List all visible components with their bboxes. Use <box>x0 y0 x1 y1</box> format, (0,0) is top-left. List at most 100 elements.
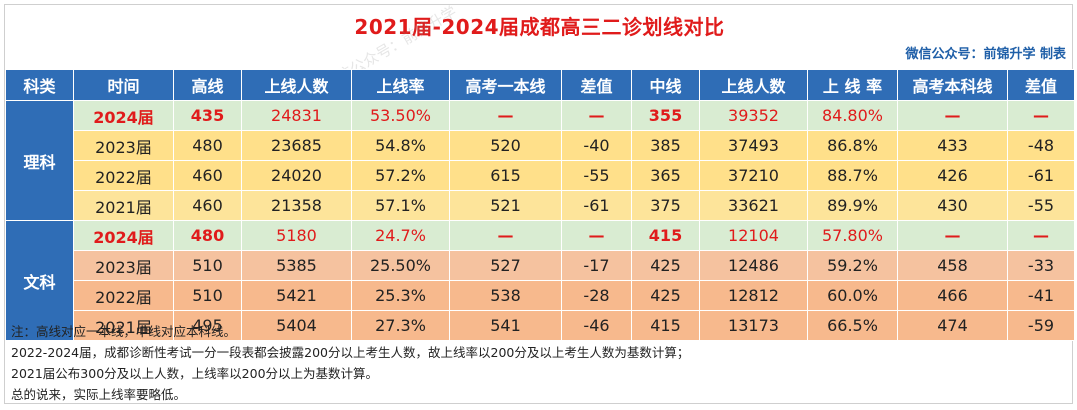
cell-high-rate: 54.8% <box>351 130 450 161</box>
cell-gkb: — <box>897 220 1008 251</box>
cell-mid-rate: 57.80% <box>807 220 898 251</box>
cell-diff1: -61 <box>561 190 632 221</box>
cell-high-count: 21358 <box>241 190 352 221</box>
cell-high: 495 <box>173 310 242 341</box>
header-row: 科类 时间 高线 上线人数 上线率 高考一本线 差值 中线 上线人数 上 线 率… <box>5 69 1075 101</box>
cell-gkb: 433 <box>897 130 1008 161</box>
col-header-mid-line: 中线 <box>631 69 700 101</box>
cell-high-rate: 27.3% <box>351 310 450 341</box>
comparison-table: 科类 时间 高线 上线人数 上线率 高考一本线 差值 中线 上线人数 上 线 率… <box>5 69 1075 341</box>
cell-diff2: -48 <box>1007 130 1075 161</box>
col-header-mid-count: 上线人数 <box>699 69 808 101</box>
cell-mid-rate: 86.8% <box>807 130 898 161</box>
cell-high-count: 5180 <box>241 220 352 251</box>
cell-mid: 425 <box>631 280 700 311</box>
cell-mid: 375 <box>631 190 700 221</box>
cell-high-count: 24020 <box>241 160 352 191</box>
cell-diff2: -55 <box>1007 190 1075 221</box>
cell-high-rate: 57.2% <box>351 160 450 191</box>
cell-diff2: -59 <box>1007 310 1075 341</box>
subject-cell-arts: 文科 <box>5 220 74 341</box>
note-line: 总的说来，实际上线率要略低。 <box>11 387 187 402</box>
cell-diff1: — <box>561 100 632 131</box>
cell-gk1: 521 <box>449 190 562 221</box>
source-label: 微信公众号：前锦升学 制表 <box>905 47 1066 62</box>
cell-year: 2023届 <box>73 130 174 161</box>
subject-cell-science: 理科 <box>5 100 74 221</box>
cell-diff1: -28 <box>561 280 632 311</box>
cell-gkb: 458 <box>897 250 1008 281</box>
cell-diff1: -17 <box>561 250 632 281</box>
col-header-diff2: 差值 <box>1007 69 1075 101</box>
cell-diff2: — <box>1007 100 1075 131</box>
cell-gk1: — <box>449 100 562 131</box>
cell-mid-count: 12812 <box>699 280 808 311</box>
cell-high: 460 <box>173 160 242 191</box>
cell-diff2: -61 <box>1007 160 1075 191</box>
cell-mid-count: 33621 <box>699 190 808 221</box>
cell-high-count: 5404 <box>241 310 352 341</box>
cell-mid-rate: 84.80% <box>807 100 898 131</box>
col-header-subject: 科类 <box>5 69 74 101</box>
cell-high: 510 <box>173 250 242 281</box>
cell-diff1: — <box>561 220 632 251</box>
table-row: 2021届 495 5404 27.3% 541 -46 415 13173 6… <box>6 310 1075 341</box>
note-line: 2021届公布300分及以上人数，上线率以200分以上为基数计算。 <box>11 366 379 381</box>
cell-high-count: 23685 <box>241 130 352 161</box>
cell-diff2: -41 <box>1007 280 1075 311</box>
col-header-high-line: 高线 <box>173 69 242 101</box>
cell-gk1: 541 <box>449 310 562 341</box>
cell-gk1: 527 <box>449 250 562 281</box>
cell-diff1: -46 <box>561 310 632 341</box>
table-row: 2021届 460 21358 57.1% 521 -61 375 33621 … <box>6 190 1075 221</box>
document-frame: 2021届-2024届成都高三二诊划线对比 微信公众号：前锦升学 制表 微信公众… <box>4 3 1075 405</box>
col-header-gk-tier1: 高考一本线 <box>449 69 562 101</box>
cell-mid: 355 <box>631 100 700 131</box>
cell-high-count: 24831 <box>241 100 352 131</box>
note-line: 注：高线对应一本线，中线对应本科线。 <box>11 324 237 339</box>
cell-year: 2022届 <box>73 160 174 191</box>
cell-mid-rate: 88.7% <box>807 160 898 191</box>
cell-year: 2021届 <box>73 190 174 221</box>
table-row: 2022届 510 5421 25.3% 538 -28 425 12812 6… <box>6 280 1075 311</box>
cell-gk1: 520 <box>449 130 562 161</box>
table-row: 文科 2024届 480 5180 24.7% — — 415 12104 57… <box>5 220 1075 341</box>
cell-gk1: 538 <box>449 280 562 311</box>
cell-high-rate: 57.1% <box>351 190 450 221</box>
cell-year: 2024届 <box>73 100 174 131</box>
cell-high-count: 5385 <box>241 250 352 281</box>
cell-diff2: -33 <box>1007 250 1075 281</box>
cell-high: 460 <box>173 190 242 221</box>
cell-mid-count: 37210 <box>699 160 808 191</box>
col-header-year: 时间 <box>73 69 174 101</box>
cell-high-rate: 25.3% <box>351 280 450 311</box>
col-header-high-rate: 上线率 <box>351 69 450 101</box>
table-row: 2022届 460 24020 57.2% 615 -55 365 37210 … <box>6 160 1075 191</box>
cell-mid-count: 37493 <box>699 130 808 161</box>
cell-mid-count: 12486 <box>699 250 808 281</box>
cell-gkb: — <box>897 100 1008 131</box>
cell-mid-rate: 60.0% <box>807 280 898 311</box>
cell-diff1: -40 <box>561 130 632 161</box>
cell-high-rate: 25.50% <box>351 250 450 281</box>
cell-mid: 385 <box>631 130 700 161</box>
cell-mid-rate: 59.2% <box>807 250 898 281</box>
cell-diff2: — <box>1007 220 1075 251</box>
cell-gk1: 615 <box>449 160 562 191</box>
cell-high-rate: 53.50% <box>351 100 450 131</box>
table-row: 2023届 510 5385 25.50% 527 -17 425 12486 … <box>6 250 1075 281</box>
col-header-high-count: 上线人数 <box>241 69 352 101</box>
col-header-diff1: 差值 <box>561 69 632 101</box>
cell-mid-count: 13173 <box>699 310 808 341</box>
cell-diff1: -55 <box>561 160 632 191</box>
cell-mid-rate: 66.5% <box>807 310 898 341</box>
cell-gkb: 426 <box>897 160 1008 191</box>
cell-year: 2022届 <box>73 280 174 311</box>
cell-high: 510 <box>173 280 242 311</box>
cell-mid: 425 <box>631 250 700 281</box>
cell-high: 480 <box>173 220 242 251</box>
col-header-mid-rate: 上 线 率 <box>807 69 898 101</box>
cell-high: 435 <box>173 100 242 131</box>
cell-year: 2023届 <box>73 250 174 281</box>
notes-section: 注：高线对应一本线，中线对应本科线。 2022-2024届，成都诊断性考试一分一… <box>11 321 1068 405</box>
